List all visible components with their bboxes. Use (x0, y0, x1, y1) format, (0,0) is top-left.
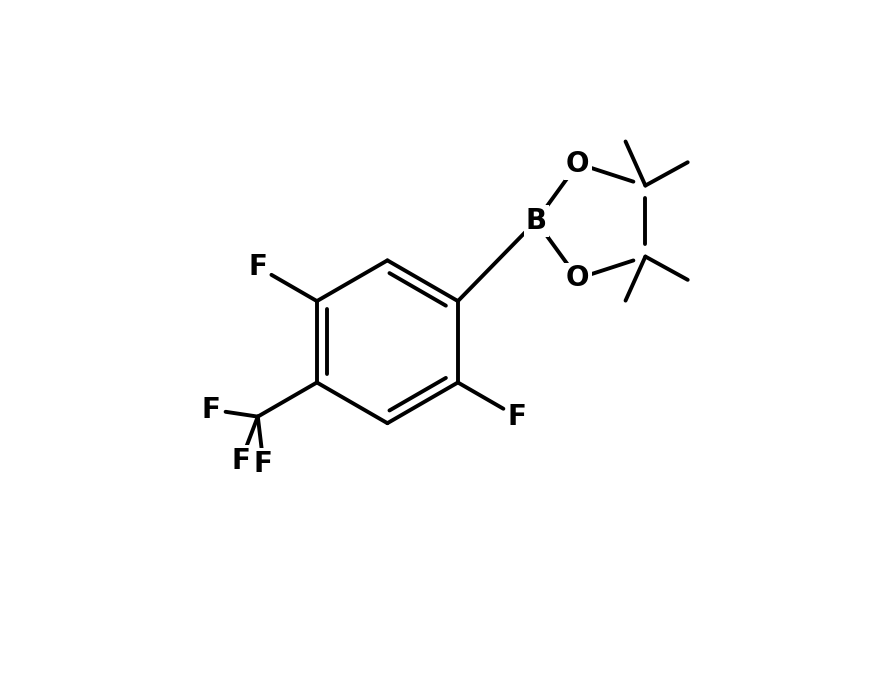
Text: O: O (566, 149, 590, 177)
Text: B: B (526, 207, 546, 235)
Text: F: F (254, 449, 273, 477)
Text: F: F (248, 253, 267, 281)
Text: O: O (566, 265, 590, 293)
Text: F: F (507, 402, 527, 430)
Text: F: F (232, 447, 250, 475)
Text: F: F (202, 396, 220, 424)
